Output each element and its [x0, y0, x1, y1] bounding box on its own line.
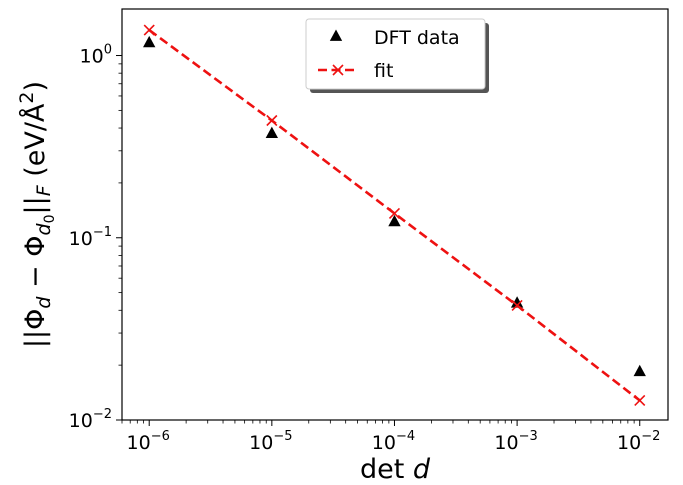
legend: DFT data fit: [305, 18, 489, 93]
x-tick-label: 10−2: [617, 429, 660, 454]
fit-marker-stroke: [143, 24, 155, 36]
dft-data-point: [633, 364, 646, 377]
dft-data-point: [388, 214, 401, 227]
legend-label-dft-data: DFT data: [374, 27, 460, 49]
y-axis-ticks: 10−2 10−1 100: [69, 43, 122, 432]
series-0: [143, 35, 646, 377]
dft-data-point: [510, 296, 524, 308]
legend-box: [305, 18, 486, 90]
y-tick-label: 100: [80, 43, 112, 68]
x-tick-label: 10−4: [372, 429, 415, 454]
y-axis-label: ||Φd − Φd0||F (eV/Å2): [16, 81, 58, 348]
legend-item-fit: [318, 64, 358, 76]
x-tick-label: 10−3: [494, 429, 537, 454]
x-tick-label: 10−6: [127, 429, 170, 454]
fit-marker-stroke: [388, 207, 401, 219]
x-axis-ticks: 10−6 10−5 10−4 10−3 10−2: [121, 420, 660, 454]
fit-point: [511, 299, 523, 312]
fit-point: [388, 207, 401, 219]
plot-frame: [121, 8, 669, 421]
x-axis-label: det d: [360, 454, 431, 485]
legend-item-dft-data: [329, 29, 343, 41]
dft-data-point: [265, 126, 279, 139]
legend-label-fit: fit: [374, 60, 393, 82]
series-1: [143, 24, 646, 407]
fit-point: [634, 394, 646, 407]
fit-point: [143, 24, 155, 36]
fit-point: [266, 114, 278, 127]
fit-marker-stroke: [634, 394, 646, 407]
legend-x-marker: [332, 64, 344, 76]
dft-data-point: [143, 35, 156, 48]
fit-marker-stroke: [266, 114, 278, 127]
y-tick-label: 10−2: [69, 407, 112, 432]
x-axis-label-var: d: [413, 454, 431, 485]
fit-marker-stroke: [511, 299, 523, 312]
x-axis-label-prefix: det: [360, 454, 413, 485]
fit-line: [148, 28, 641, 402]
plot-marks: [143, 24, 646, 407]
y-tick-label: 10−1: [69, 225, 112, 250]
x-tick-label: 10−5: [249, 429, 292, 454]
legend-triangle-marker: [329, 29, 343, 41]
